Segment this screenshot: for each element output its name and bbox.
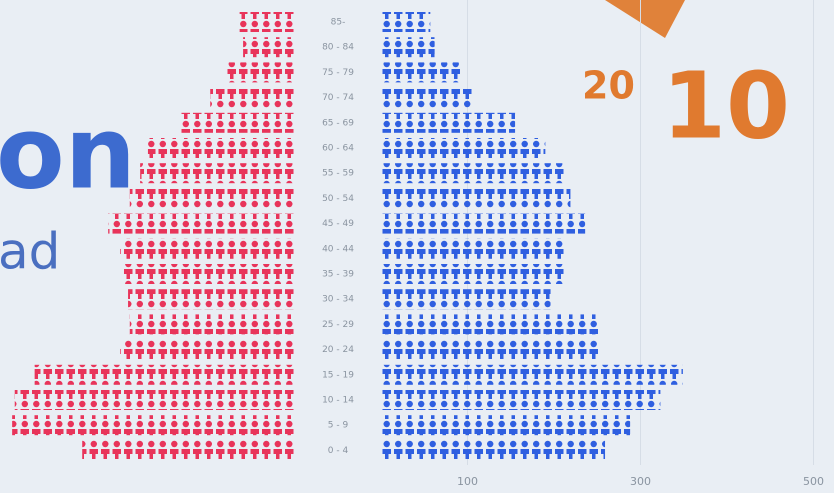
bar [381, 163, 566, 184]
bar [14, 390, 296, 410]
bar [239, 12, 295, 32]
bar [381, 314, 600, 335]
x-tick-label: 300 [630, 475, 651, 488]
bar [381, 138, 546, 158]
bar [108, 213, 295, 234]
headline-word: on [0, 94, 136, 211]
age-label: 15 - 19 [322, 370, 354, 380]
bar [381, 12, 431, 32]
age-label: 80 - 84 [322, 43, 354, 53]
bar [210, 87, 295, 108]
bar [381, 440, 606, 461]
age-label: 85- [331, 18, 346, 28]
age-label: 75 - 79 [322, 68, 354, 78]
plot: 100 300 500 85- 80 - 84 75 - 79 70 - 74 65 - 69… [12, 0, 824, 488]
bar [12, 415, 296, 436]
bar [140, 163, 295, 184]
age-label: 70 - 74 [322, 93, 354, 103]
age-label: 45 - 49 [322, 219, 354, 229]
bar [129, 188, 295, 209]
bar [381, 289, 551, 310]
bar [381, 364, 683, 385]
bar [34, 364, 295, 385]
bar [82, 440, 296, 461]
age-label: 0 - 4 [328, 446, 349, 456]
age-label: 25 - 29 [322, 320, 354, 330]
bar [381, 188, 571, 209]
age-label: 5 - 9 [328, 421, 349, 431]
bar [381, 238, 566, 259]
bar [179, 112, 295, 133]
year-big: 10 [662, 52, 790, 159]
bar [381, 87, 472, 108]
bar [147, 138, 295, 158]
sub-word: ad [0, 223, 60, 281]
age-label: 10 - 14 [322, 396, 354, 406]
bar [120, 339, 296, 360]
year-small: 20 [582, 64, 635, 108]
x-tick-label: 100 [457, 475, 478, 488]
age-label: 60 - 64 [322, 144, 354, 154]
bar [120, 238, 296, 259]
age-label: 35 - 39 [322, 270, 354, 280]
bar [381, 112, 516, 133]
x-tick-label: 500 [803, 475, 824, 488]
bar [381, 213, 586, 234]
age-label: 50 - 54 [322, 194, 354, 204]
age-label: 20 - 24 [322, 345, 354, 355]
bar [122, 264, 295, 284]
bar [381, 264, 566, 284]
age-label: 40 - 44 [322, 244, 354, 254]
bar [224, 62, 295, 83]
bar [129, 314, 295, 335]
age-label: 65 - 69 [322, 118, 354, 128]
bar [381, 339, 600, 360]
decor-shape [605, 0, 685, 38]
bar [381, 415, 631, 436]
bar [381, 62, 463, 83]
bar [381, 37, 435, 58]
age-label: 55 - 59 [322, 169, 354, 179]
bar [381, 390, 661, 410]
bar [128, 289, 295, 310]
age-label: 30 - 34 [322, 295, 354, 305]
bar [243, 37, 295, 58]
